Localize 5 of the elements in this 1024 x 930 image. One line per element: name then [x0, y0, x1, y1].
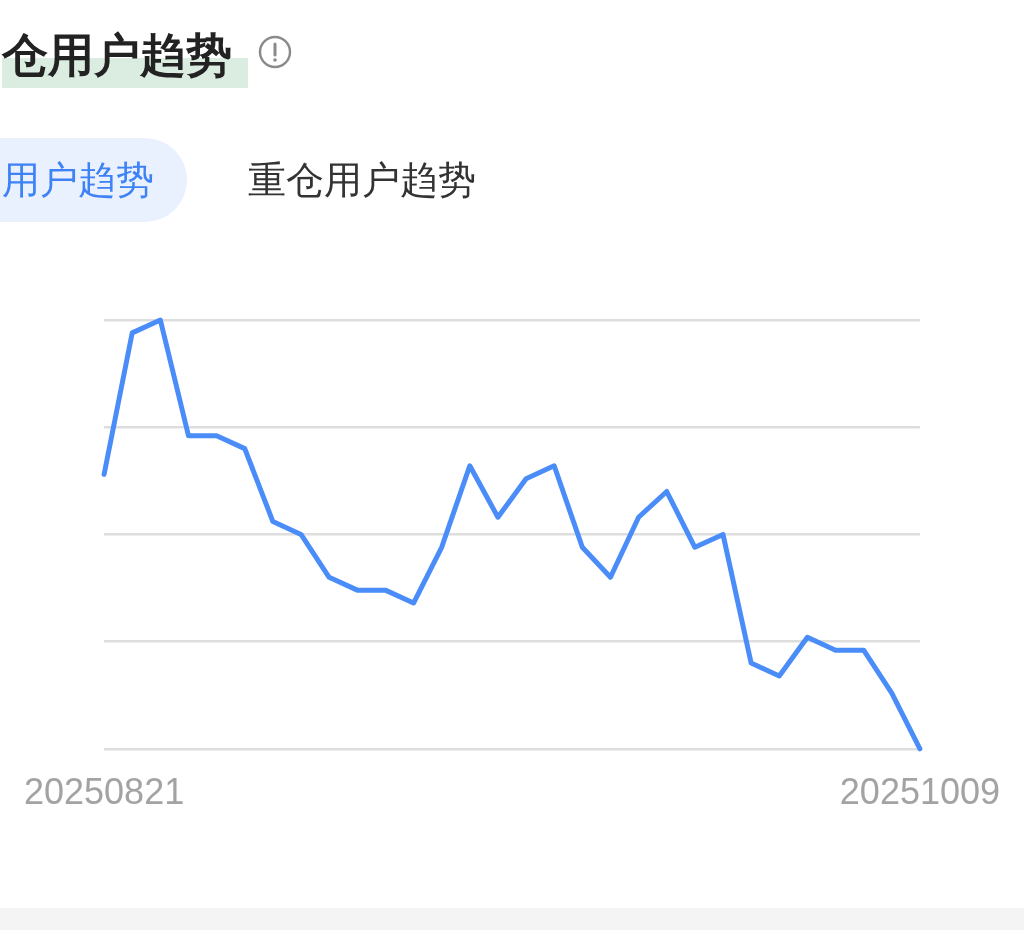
chart-title: 仓用户趋势	[2, 22, 248, 88]
text: 重仓用户趋势	[248, 157, 476, 204]
x-tick-label: 20251009	[839, 771, 1000, 813]
x-tick-label: 20250821	[24, 771, 185, 813]
text: 用户趋势	[2, 157, 154, 204]
